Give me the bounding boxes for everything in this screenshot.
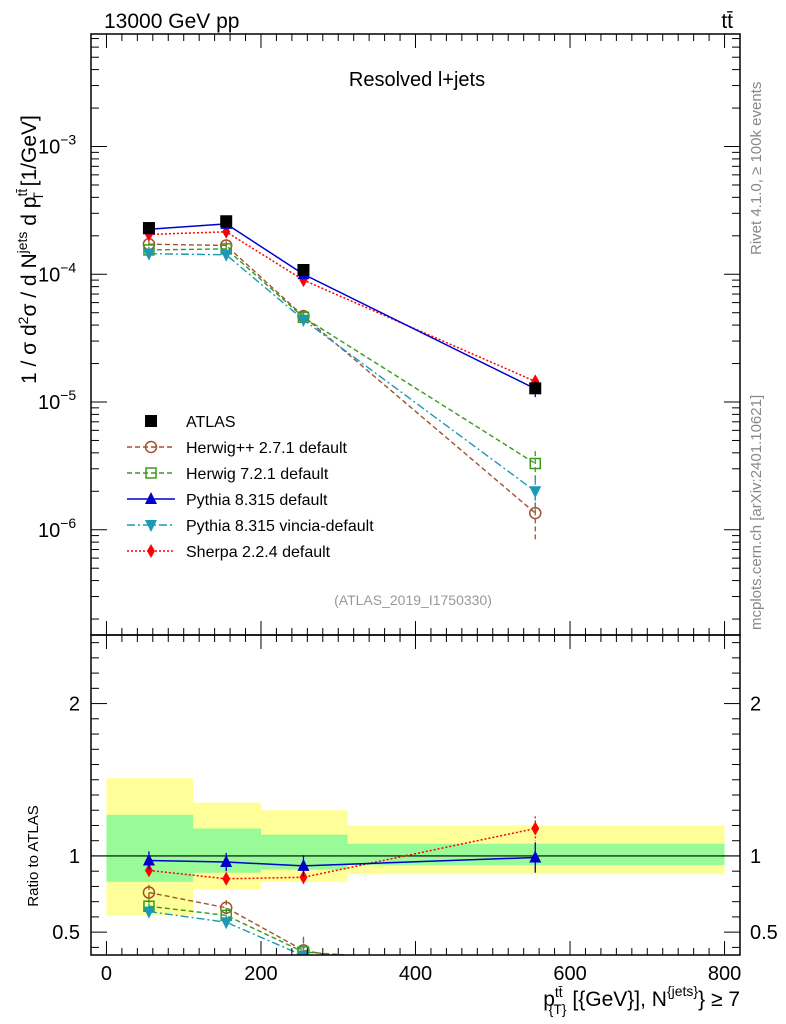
ratio-y-axis-title: Ratio to ATLAS xyxy=(25,805,42,906)
legend-item-pythia: Pythia 8.315 default xyxy=(127,492,328,509)
ratio-point-sherpa-1 xyxy=(222,871,231,886)
ratio-point-vincia-2 xyxy=(297,950,310,955)
ratio-point-herwigpp-3 xyxy=(530,986,541,997)
point-atlas-1 xyxy=(220,215,233,228)
series-sherpa xyxy=(144,224,540,389)
ratio-point-herwigpp-1 xyxy=(219,901,233,915)
ratio-point-sherpa-0 xyxy=(144,863,153,878)
ratio-line-pythia xyxy=(148,856,536,867)
ratio-series-herwig7 xyxy=(143,898,540,974)
line-vincia xyxy=(148,252,536,492)
ratio-point-sherpa-3 xyxy=(531,821,540,836)
legend-marker-atlas xyxy=(145,415,157,427)
legend-label-pythia: Pythia 8.315 default xyxy=(186,492,328,509)
main-y-axis-title: 1 / σ d2σ / d Njets d ptt̄T [1/GeV] xyxy=(14,115,46,384)
legend-label-herwig7: Herwig 7.2.1 default xyxy=(186,466,329,483)
ratio-point-sherpa-2 xyxy=(299,870,308,885)
x-tick-label-0: 0 xyxy=(101,963,112,985)
point-atlas-0 xyxy=(142,222,155,235)
line-sherpa xyxy=(148,231,536,383)
legend-label-atlas: ATLAS xyxy=(186,414,236,431)
ratio-series-sherpa xyxy=(144,816,540,886)
point-atlas-3 xyxy=(529,382,542,395)
point-vincia-1 xyxy=(220,249,233,262)
svg-text:ptt̄{T} [{GeV}], N{jets}} ≥ 7: ptt̄ {T} [{GeV}], N{jets}} ≥ 7 xyxy=(543,983,740,1017)
y-tick-label-0: 10−6 xyxy=(38,515,76,542)
ratio-point-pythia-1 xyxy=(220,855,233,868)
ratio-point-vincia-0 xyxy=(142,906,155,919)
legend-marker-pythia xyxy=(145,492,157,504)
x-axis-title: ptt̄ {T} [{GeV}], N{jets}} ≥ 7 xyxy=(543,983,740,1017)
x-tick-label-600: 600 xyxy=(553,963,586,985)
ratio-line-vincia xyxy=(148,910,304,955)
ratio-point-pythia-2 xyxy=(297,858,310,871)
legend-marker-herwig7 xyxy=(145,467,157,479)
ratio-series-pythia xyxy=(142,842,542,877)
point-herwigpp-3 xyxy=(529,506,542,520)
mcplots-credit-label: mcplots.cern.ch [arXiv:2401.10621] xyxy=(748,395,765,630)
ratio-series-herwigpp xyxy=(142,884,541,997)
ratio-point-herwigpp-0 xyxy=(142,886,156,899)
main-panel-title: Resolved l+jets xyxy=(349,69,485,91)
svg-text:1 / σ d2σ / d Njets d ptt̄T [1: 1 / σ d2σ / d Njets d ptt̄T [1/GeV] xyxy=(14,115,46,384)
ratio-point-pythia-3 xyxy=(529,850,542,863)
ratio-y-tick-label-right-2: 2 xyxy=(750,694,761,716)
ratio-y-tick-label-right-1: 1 xyxy=(750,846,761,868)
ratio-y-tick-label-left-2: 2 xyxy=(69,694,80,716)
point-herwig7-3 xyxy=(529,457,542,470)
x-tick-label-400: 400 xyxy=(399,963,432,985)
y-tick-label-3: 10−3 xyxy=(38,132,76,159)
legend-label-sherpa: Sherpa 2.2.4 default xyxy=(186,544,331,561)
point-vincia-0 xyxy=(142,248,155,261)
legend-marker-sherpa xyxy=(147,544,155,558)
ratio-point-pythia-0 xyxy=(142,853,155,866)
series-atlas xyxy=(142,215,542,395)
point-vincia-3 xyxy=(529,486,542,499)
line-herwigpp xyxy=(148,243,536,514)
legend-marker-vincia xyxy=(145,520,157,532)
legend: ATLAS Herwig++ 2.7.1 default Herwig 7.2.1 … xyxy=(127,414,374,561)
rivet-version-label: Rivet 4.1.0, ≥ 100k events xyxy=(748,82,765,255)
main-series-group xyxy=(142,215,542,542)
series-vincia xyxy=(142,248,542,512)
ratio-y-tick-label-right-0: 0.5 xyxy=(750,922,778,944)
legend-item-herwig7: Herwig 7.2.1 default xyxy=(127,466,329,483)
ratio-series-vincia xyxy=(142,903,541,991)
ratio-uncertainty-bands xyxy=(91,778,740,916)
x-tick-label-200: 200 xyxy=(244,963,277,985)
ratio-y-tick-label-left-1: 1 xyxy=(69,846,80,868)
legend-label-vincia: Pythia 8.315 vincia-default xyxy=(186,518,374,535)
ratio-series-group xyxy=(142,816,542,997)
legend-item-vincia: Pythia 8.315 vincia-default xyxy=(127,518,374,535)
ratio-point-herwig7-3 xyxy=(530,964,540,974)
line-herwig7 xyxy=(148,248,536,465)
ratio-y-tick-label-left-0: 0.5 xyxy=(52,922,80,944)
header-process-label: tt̄ xyxy=(721,10,733,33)
legend-marker-herwigpp xyxy=(144,440,158,454)
y-tick-label-2: 10−4 xyxy=(38,259,76,286)
ratio-point-vincia-3 xyxy=(529,979,541,991)
ratio-line-herwig7 xyxy=(148,905,356,955)
header-energy-label: 13000 GeV pp xyxy=(104,10,239,33)
y-tick-label-1: 10−5 xyxy=(38,387,76,414)
ratio-line-sherpa xyxy=(148,827,536,880)
ratio-point-vincia-1 xyxy=(220,917,233,930)
legend-item-atlas: ATLAS xyxy=(145,414,236,431)
point-vincia-2 xyxy=(297,314,310,327)
axes-group: 0 200 400 600 800 10−6 10−5 10−4 10−3 0.5 0.5 1 1 2 2 xyxy=(38,33,778,985)
legend-item-sherpa: Sherpa 2.2.4 default xyxy=(127,544,331,561)
analysis-reference-label: (ATLAS_2019_I1750330) xyxy=(334,592,492,608)
legend-label-herwigpp: Herwig++ 2.7.1 default xyxy=(186,440,348,457)
ratio-line-herwigpp xyxy=(148,891,334,955)
x-tick-label-800: 800 xyxy=(708,963,741,985)
line-pythia xyxy=(148,223,536,390)
series-pythia xyxy=(142,216,542,398)
point-atlas-2 xyxy=(297,263,310,276)
legend-item-herwigpp: Herwig++ 2.7.1 default xyxy=(127,440,348,457)
